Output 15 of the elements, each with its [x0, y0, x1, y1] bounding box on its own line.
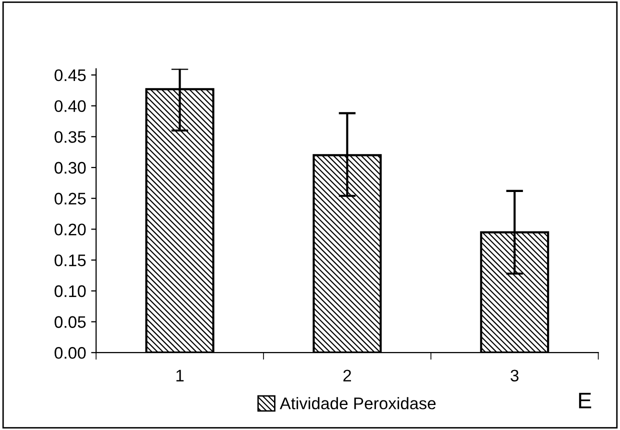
x-tick-label: 1	[176, 370, 184, 382]
y-tick-label: 0.10	[54, 285, 86, 298]
y-tick-label: 0.45	[54, 69, 86, 82]
text: E	[579, 392, 592, 408]
y-tick-label: 0.15	[54, 254, 86, 266]
x-tick-label: 2	[343, 370, 351, 382]
y-tick-label: 0.00	[54, 347, 86, 359]
y-tick-label: 0.35	[54, 131, 86, 143]
x-tick-label: 3	[510, 370, 518, 382]
y-tick-label: 0.30	[54, 162, 86, 174]
y-tick-label: 0.40	[54, 100, 86, 112]
legend-label: Atividade Peroxidase	[280, 397, 436, 410]
y-tick-label: 0.25	[54, 192, 86, 205]
y-tick-label: 0.20	[54, 224, 86, 236]
y-tick-label: 0.05	[54, 316, 86, 328]
